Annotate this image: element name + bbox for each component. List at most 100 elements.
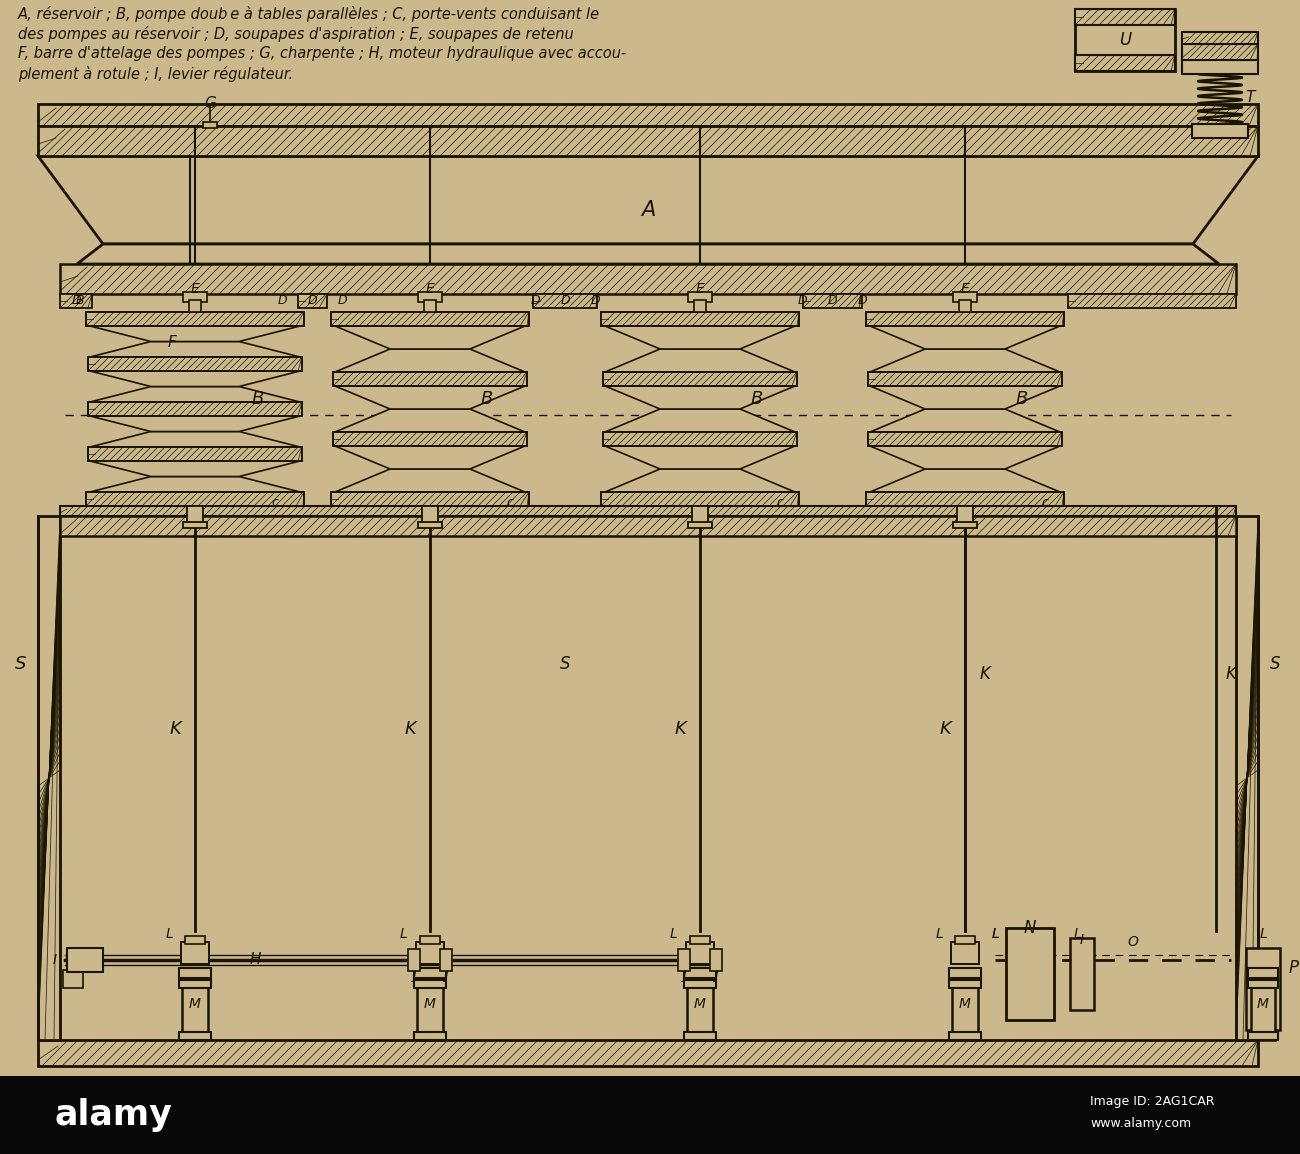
Bar: [949, 968, 982, 977]
Text: E: E: [425, 282, 434, 295]
Text: N: N: [1024, 919, 1036, 937]
Bar: [686, 968, 712, 1040]
Polygon shape: [870, 349, 1060, 372]
Bar: [179, 968, 211, 977]
Bar: [603, 372, 797, 385]
Bar: [332, 312, 529, 325]
Text: L: L: [165, 927, 173, 941]
Bar: [710, 949, 722, 971]
Polygon shape: [90, 432, 300, 447]
Text: I: I: [53, 953, 57, 967]
Bar: [1182, 44, 1258, 60]
Text: A: A: [641, 200, 655, 220]
Bar: [62, 971, 83, 988]
Bar: [298, 294, 328, 308]
Text: O: O: [1127, 935, 1139, 949]
Bar: [803, 294, 862, 308]
Bar: [603, 432, 797, 445]
Polygon shape: [90, 370, 300, 387]
Bar: [86, 312, 304, 325]
Text: alamy: alamy: [55, 1097, 173, 1132]
Text: K: K: [675, 720, 686, 739]
Bar: [1182, 60, 1258, 74]
Bar: [949, 980, 982, 988]
Text: M: M: [188, 997, 202, 1011]
Bar: [684, 1032, 716, 1040]
Bar: [86, 492, 304, 505]
Text: D: D: [858, 294, 867, 307]
Bar: [1248, 980, 1278, 988]
Text: S: S: [1270, 655, 1280, 673]
Bar: [1236, 516, 1258, 1040]
Bar: [179, 980, 211, 988]
Polygon shape: [335, 349, 525, 372]
Text: K: K: [404, 720, 416, 739]
Bar: [1182, 32, 1258, 44]
Text: B: B: [252, 390, 264, 409]
Polygon shape: [90, 477, 300, 492]
Bar: [38, 516, 60, 1040]
Bar: [868, 432, 1062, 445]
Polygon shape: [604, 349, 796, 372]
Bar: [1248, 1032, 1278, 1040]
Text: L: L: [935, 927, 942, 941]
Bar: [179, 1032, 211, 1040]
Text: D: D: [308, 294, 317, 307]
Text: H: H: [250, 952, 261, 967]
Bar: [419, 292, 442, 302]
Bar: [686, 942, 714, 964]
Bar: [866, 492, 1063, 505]
Bar: [1248, 968, 1278, 977]
Text: L: L: [1072, 927, 1080, 941]
Bar: [953, 292, 978, 302]
Polygon shape: [90, 325, 300, 342]
Polygon shape: [604, 409, 796, 432]
Text: S: S: [560, 655, 571, 673]
Text: D: D: [72, 294, 81, 307]
Bar: [1192, 123, 1248, 138]
Bar: [959, 300, 971, 312]
Bar: [38, 104, 1258, 126]
Polygon shape: [870, 325, 1060, 349]
Bar: [1245, 947, 1280, 1031]
Polygon shape: [870, 385, 1060, 409]
Text: L: L: [991, 927, 998, 941]
Bar: [684, 980, 716, 988]
Text: L: L: [670, 927, 677, 941]
Polygon shape: [335, 385, 525, 409]
Text: M: M: [424, 997, 436, 1011]
Bar: [688, 292, 712, 302]
Bar: [688, 522, 712, 529]
Polygon shape: [604, 385, 796, 409]
Bar: [60, 294, 92, 308]
Bar: [533, 294, 597, 308]
Bar: [60, 505, 1236, 516]
Bar: [949, 1032, 982, 1040]
Bar: [88, 357, 302, 370]
Bar: [419, 522, 442, 529]
Bar: [416, 942, 445, 964]
Bar: [332, 492, 529, 505]
Bar: [679, 949, 690, 971]
Bar: [1075, 9, 1175, 25]
Text: B: B: [751, 390, 763, 409]
Polygon shape: [870, 409, 1060, 432]
Bar: [424, 300, 436, 312]
Bar: [333, 432, 526, 445]
Text: D: D: [530, 294, 540, 307]
Bar: [188, 300, 202, 312]
Bar: [88, 447, 302, 460]
Text: P: P: [1290, 959, 1299, 977]
Text: L: L: [991, 927, 998, 941]
Polygon shape: [335, 445, 525, 469]
Bar: [692, 505, 708, 524]
Polygon shape: [335, 409, 525, 432]
Text: Image ID: 2AG1CAR: Image ID: 2AG1CAR: [1089, 1095, 1214, 1109]
Bar: [68, 947, 103, 972]
Text: M: M: [959, 997, 971, 1011]
Polygon shape: [335, 469, 525, 492]
Bar: [0, 1076, 1300, 1154]
Bar: [953, 522, 978, 529]
Text: B: B: [1015, 390, 1028, 409]
Polygon shape: [77, 243, 1219, 264]
